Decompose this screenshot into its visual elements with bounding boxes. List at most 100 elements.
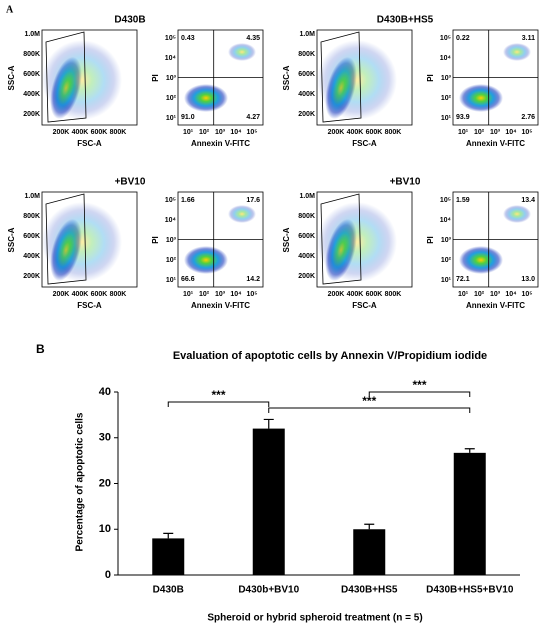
density bbox=[42, 202, 122, 282]
x-tick-label: 10¹ bbox=[458, 129, 469, 136]
y-axis-label: SSC-A bbox=[7, 227, 16, 252]
quadrant-value: 91.0 bbox=[181, 114, 195, 121]
x-tick-label: 600K bbox=[366, 291, 383, 298]
y-tick-label: 800K bbox=[298, 213, 315, 220]
x-tick-label: D430B+HS5 bbox=[341, 585, 398, 596]
x-tick-label: 800K bbox=[385, 129, 402, 136]
significance-label: *** bbox=[362, 394, 376, 408]
x-tick-label: 800K bbox=[110, 291, 127, 298]
x-tick-label: 10¹ bbox=[183, 291, 194, 298]
y-tick-label: 1.0M bbox=[299, 31, 315, 38]
x-axis-label: FSC-A bbox=[352, 139, 377, 148]
x-tick-label: 10² bbox=[199, 291, 210, 298]
y-tick-label: 10⁴ bbox=[440, 217, 452, 224]
density bbox=[184, 84, 228, 112]
x-tick-label: 10³ bbox=[215, 291, 226, 298]
y-tick-label: 10² bbox=[441, 257, 452, 264]
plot-frame bbox=[316, 29, 413, 126]
quadrant-value: 1.59 bbox=[456, 197, 470, 204]
y-tick-label: 10¹ bbox=[441, 115, 452, 122]
x-tick-label: 10⁴ bbox=[230, 291, 242, 298]
quadrant-value: 4.27 bbox=[246, 114, 260, 121]
y-tick-label: 400K bbox=[298, 91, 315, 98]
x-tick-label: 600K bbox=[366, 129, 383, 136]
y-tick-label: 10⁴ bbox=[440, 55, 452, 62]
density bbox=[459, 246, 503, 274]
quadrant-value: 2.76 bbox=[521, 114, 535, 121]
sample-title: +BV10 bbox=[390, 177, 421, 188]
x-tick-label: 10³ bbox=[215, 129, 226, 136]
x-tick-label: 10¹ bbox=[458, 291, 469, 298]
quadrant-value: 72.1 bbox=[456, 276, 470, 283]
panel-label: B bbox=[36, 342, 45, 356]
y-axis-label: PI bbox=[426, 74, 435, 82]
plot-frame bbox=[41, 191, 138, 288]
density bbox=[228, 205, 256, 223]
y-tick-label: 10³ bbox=[166, 237, 177, 244]
y-tick-label: 200K bbox=[298, 273, 315, 280]
error-bar bbox=[163, 532, 174, 539]
bar bbox=[152, 538, 185, 575]
quadrant-value: 14.2 bbox=[246, 276, 260, 283]
density bbox=[503, 43, 531, 61]
x-tick-label: 10⁵ bbox=[521, 129, 532, 136]
x-tick-label: D430B bbox=[153, 585, 184, 596]
y-tick-label: 10³ bbox=[166, 75, 177, 82]
x-tick-label: 10⁵ bbox=[521, 291, 532, 298]
significance-bracket bbox=[167, 401, 270, 407]
y-tick-label: 200K bbox=[298, 111, 315, 118]
error-bar bbox=[464, 448, 475, 453]
x-tick-label: 10⁴ bbox=[505, 291, 517, 298]
y-tick-label: 600K bbox=[23, 71, 40, 78]
significance-bracket bbox=[268, 407, 471, 413]
y-tick-label: 600K bbox=[298, 233, 315, 240]
x-tick-label: 10³ bbox=[490, 291, 501, 298]
error-bar bbox=[263, 418, 274, 429]
x-tick-label: 10⁵ bbox=[246, 291, 257, 298]
quadrant-value: 66.6 bbox=[181, 276, 195, 283]
x-tick-label: 200K bbox=[53, 129, 70, 136]
density bbox=[228, 43, 256, 61]
y-tick-label: 200K bbox=[23, 111, 40, 118]
y-tick-label: 10¹ bbox=[441, 277, 452, 284]
x-tick-label: 10² bbox=[474, 129, 485, 136]
significance-label: *** bbox=[211, 388, 225, 402]
y-tick-label: 40 bbox=[99, 386, 111, 398]
y-tick-label: 10¹ bbox=[166, 115, 177, 122]
y-axis-label: PI bbox=[151, 236, 160, 244]
x-tick-label: 200K bbox=[328, 291, 345, 298]
quadrant-value: 17.6 bbox=[246, 197, 260, 204]
error-bar bbox=[364, 523, 375, 530]
y-tick-label: 10⁵ bbox=[440, 35, 451, 42]
y-axis-label: SSC-A bbox=[7, 65, 16, 90]
bar bbox=[353, 529, 386, 575]
plot-frame bbox=[41, 29, 138, 126]
x-tick-label: 600K bbox=[91, 291, 108, 298]
x-axis-label: FSC-A bbox=[77, 139, 102, 148]
y-tick-label: 0 bbox=[105, 569, 111, 581]
x-tick-label: 10³ bbox=[490, 129, 501, 136]
quadrant-value: 3.11 bbox=[522, 35, 535, 42]
x-axis-label: Annexin V-FITC bbox=[466, 301, 525, 310]
y-tick-label: 1.0M bbox=[24, 31, 40, 38]
gate bbox=[320, 193, 362, 285]
quadrant-value: 4.35 bbox=[246, 35, 260, 42]
plot-frame bbox=[316, 191, 413, 288]
gate bbox=[45, 193, 87, 285]
y-axis-label: PI bbox=[426, 236, 435, 244]
x-axis-label: Annexin V-FITC bbox=[466, 139, 525, 148]
y-tick-label: 800K bbox=[298, 51, 315, 58]
y-tick-label: 10⁴ bbox=[165, 55, 177, 62]
x-tick-label: 10¹ bbox=[183, 129, 194, 136]
y-tick-label: 10⁵ bbox=[440, 197, 451, 204]
x-tick-label: 800K bbox=[385, 291, 402, 298]
y-tick-label: 200K bbox=[23, 273, 40, 280]
quadrant-value: 13.4 bbox=[521, 197, 535, 204]
sample-title: D430B+HS5 bbox=[377, 15, 434, 26]
x-tick-label: D430B+HS5+BV10 bbox=[426, 585, 514, 596]
y-axis-label: SSC-A bbox=[282, 227, 291, 252]
x-tick-label: 400K bbox=[72, 129, 89, 136]
x-tick-label: 10⁴ bbox=[230, 129, 242, 136]
density bbox=[42, 40, 122, 120]
